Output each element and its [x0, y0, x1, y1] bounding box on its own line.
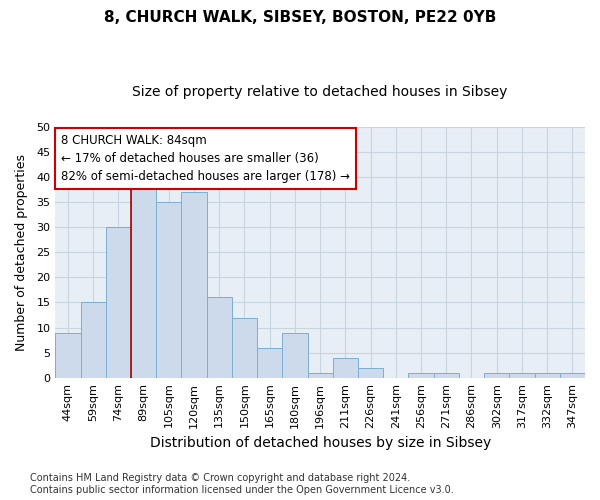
- Bar: [257, 348, 283, 378]
- Bar: [80, 302, 106, 378]
- Bar: [535, 373, 560, 378]
- Bar: [131, 187, 156, 378]
- Bar: [484, 373, 509, 378]
- Bar: [55, 332, 80, 378]
- Bar: [106, 227, 131, 378]
- Bar: [283, 332, 308, 378]
- Bar: [206, 298, 232, 378]
- Text: 8, CHURCH WALK, SIBSEY, BOSTON, PE22 0YB: 8, CHURCH WALK, SIBSEY, BOSTON, PE22 0YB: [104, 10, 496, 25]
- Bar: [308, 373, 333, 378]
- Y-axis label: Number of detached properties: Number of detached properties: [15, 154, 28, 350]
- Text: Contains HM Land Registry data © Crown copyright and database right 2024.
Contai: Contains HM Land Registry data © Crown c…: [30, 474, 454, 495]
- Bar: [333, 358, 358, 378]
- Bar: [560, 373, 585, 378]
- Text: 8 CHURCH WALK: 84sqm
← 17% of detached houses are smaller (36)
82% of semi-detac: 8 CHURCH WALK: 84sqm ← 17% of detached h…: [61, 134, 350, 183]
- Bar: [434, 373, 459, 378]
- Title: Size of property relative to detached houses in Sibsey: Size of property relative to detached ho…: [133, 85, 508, 99]
- X-axis label: Distribution of detached houses by size in Sibsey: Distribution of detached houses by size …: [149, 436, 491, 450]
- Bar: [358, 368, 383, 378]
- Bar: [232, 318, 257, 378]
- Bar: [181, 192, 206, 378]
- Bar: [409, 373, 434, 378]
- Bar: [156, 202, 181, 378]
- Bar: [509, 373, 535, 378]
